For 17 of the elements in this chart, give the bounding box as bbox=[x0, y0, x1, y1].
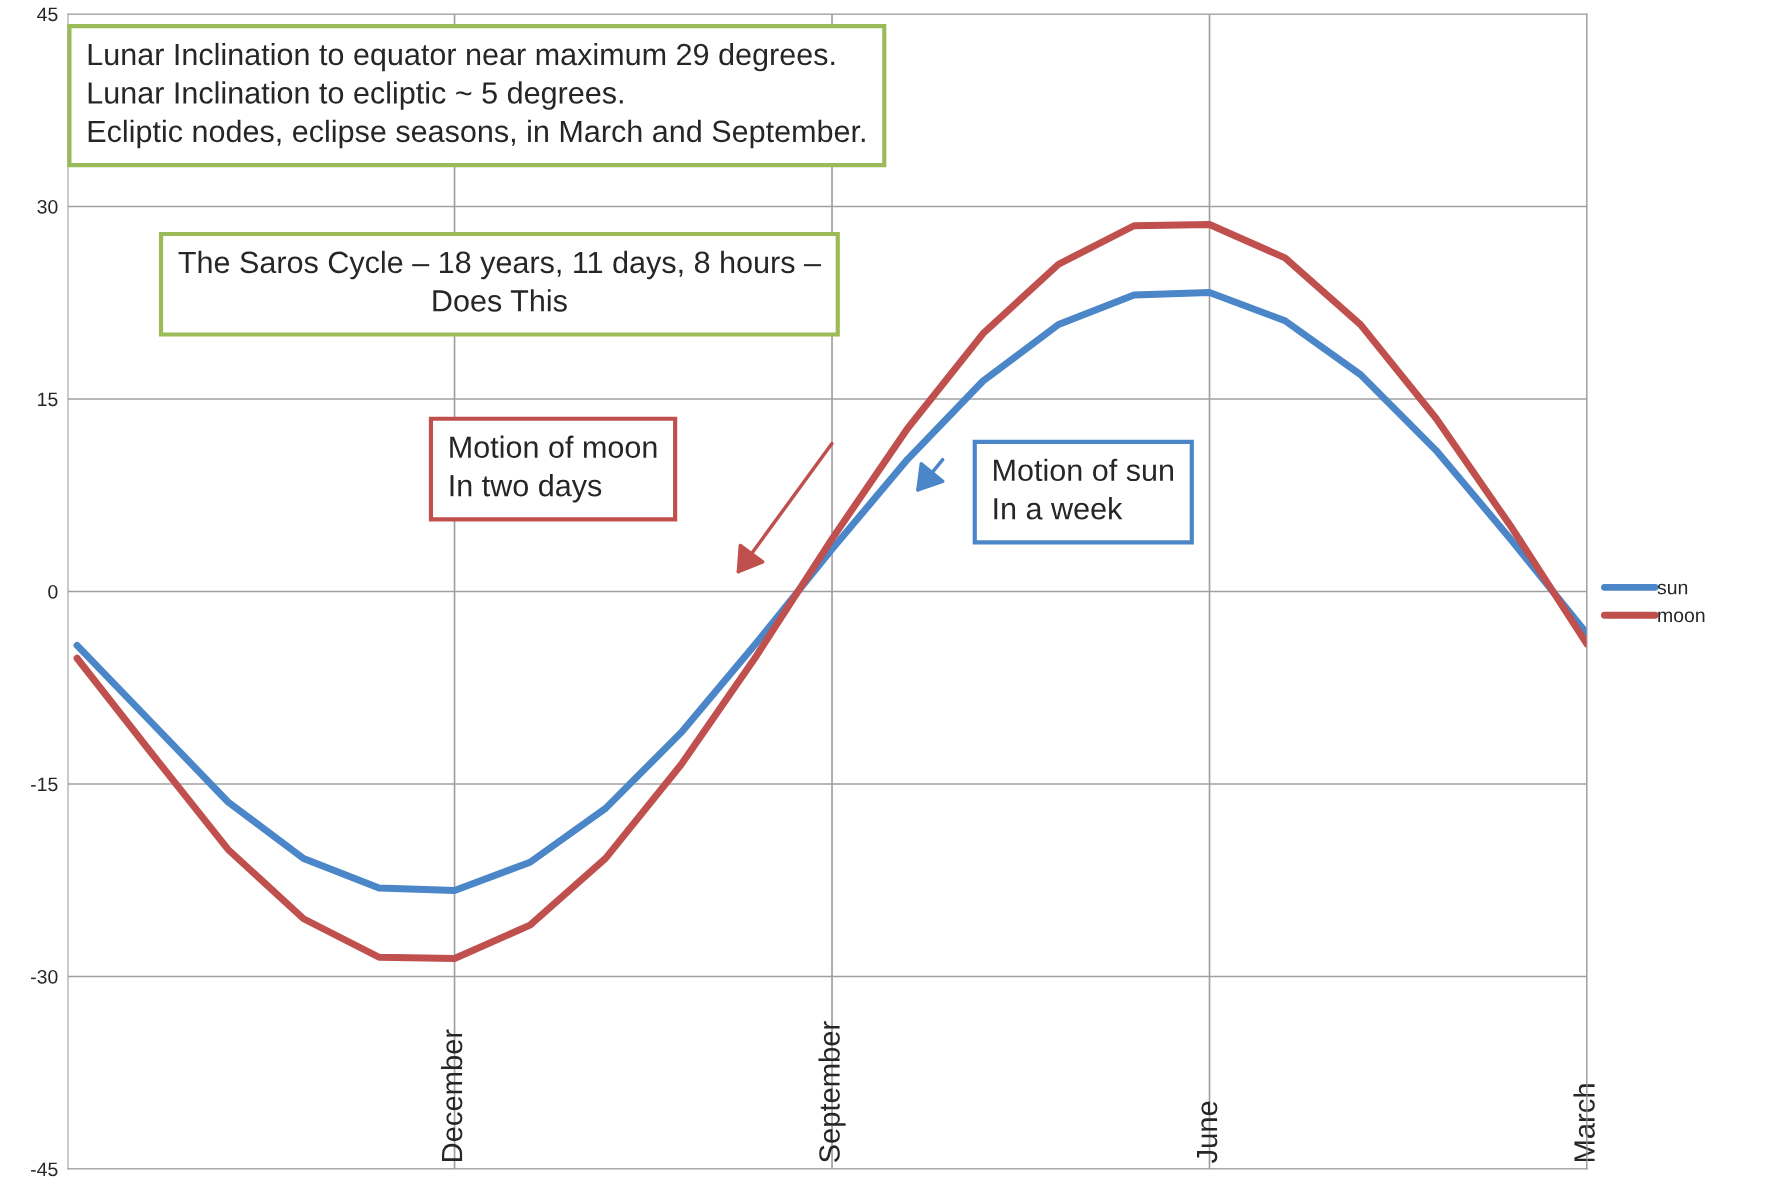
y-tick-label: 15 bbox=[38, 392, 58, 407]
y-tick-label: -30 bbox=[31, 969, 58, 984]
y-tick-label: 0 bbox=[48, 584, 58, 599]
x-tick-label: March bbox=[1573, 1084, 1595, 1162]
annotation: Lunar Inclination to equator near maximum 29 degrees. Lunar Inclination to ecliptic ~ 5 degrees. Ecliptic nodes, eclipse seasons, in March and September. bbox=[88, 42, 865, 149]
y-tick-label: 45 bbox=[37, 7, 58, 22]
x-tick-label: September bbox=[818, 1021, 846, 1163]
legend-label: sun bbox=[1657, 583, 1688, 595]
annotation: The Saros Cycle – 18 years, 11 days, 8 hours – Does This bbox=[178, 250, 821, 312]
x-tick-label: June bbox=[1196, 1101, 1218, 1163]
legend-label: moon bbox=[1658, 611, 1705, 623]
annotation: Motion of moon In two days bbox=[450, 435, 657, 503]
annotation: Motion of sun In a week bbox=[994, 458, 1174, 520]
y-tick-label: -45 bbox=[31, 1162, 58, 1177]
y-tick-label: 30 bbox=[37, 199, 58, 214]
x-tick-label: December bbox=[440, 1029, 463, 1162]
y-tick-label: -15 bbox=[31, 777, 58, 792]
